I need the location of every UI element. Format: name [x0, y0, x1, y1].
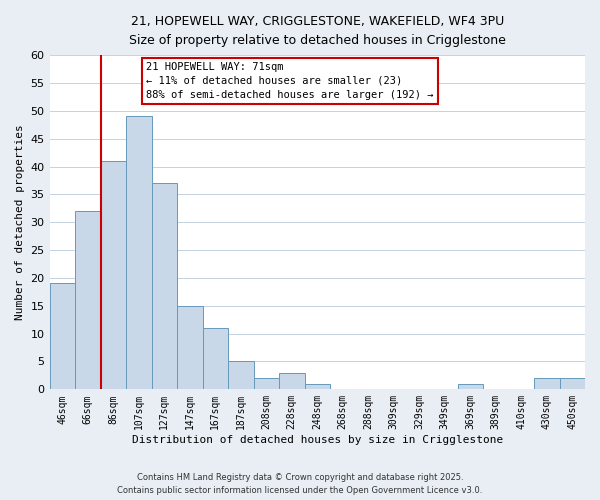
Y-axis label: Number of detached properties: Number of detached properties — [15, 124, 25, 320]
Text: Contains HM Land Registry data © Crown copyright and database right 2025.
Contai: Contains HM Land Registry data © Crown c… — [118, 474, 482, 495]
Bar — [534, 378, 560, 390]
Bar — [305, 384, 330, 390]
Bar — [75, 211, 101, 390]
Bar — [254, 378, 279, 390]
Bar — [101, 161, 126, 390]
Bar — [279, 372, 305, 390]
Bar — [203, 328, 228, 390]
Bar — [560, 378, 585, 390]
Bar — [126, 116, 152, 390]
Bar — [228, 362, 254, 390]
Bar — [177, 306, 203, 390]
Text: 21 HOPEWELL WAY: 71sqm
← 11% of detached houses are smaller (23)
88% of semi-det: 21 HOPEWELL WAY: 71sqm ← 11% of detached… — [146, 62, 433, 100]
Bar — [50, 284, 75, 390]
X-axis label: Distribution of detached houses by size in Crigglestone: Distribution of detached houses by size … — [131, 435, 503, 445]
Bar — [152, 183, 177, 390]
Title: 21, HOPEWELL WAY, CRIGGLESTONE, WAKEFIELD, WF4 3PU
Size of property relative to : 21, HOPEWELL WAY, CRIGGLESTONE, WAKEFIEL… — [129, 15, 506, 47]
Bar — [458, 384, 483, 390]
